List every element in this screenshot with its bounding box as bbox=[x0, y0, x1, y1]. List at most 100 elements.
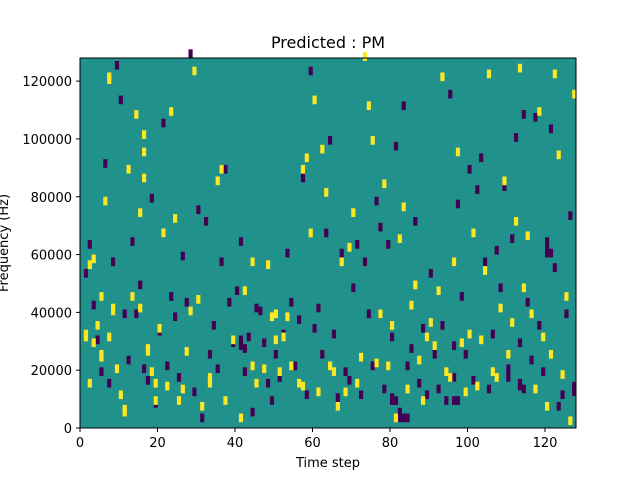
heatmap-cell-low bbox=[521, 384, 526, 394]
heatmap-cell-low bbox=[99, 367, 104, 376]
y-tick-label: 120000 bbox=[22, 75, 72, 90]
heatmap-cell-high bbox=[273, 335, 278, 345]
heatmap-cell-low bbox=[83, 269, 89, 278]
heatmap-cell-high bbox=[184, 347, 189, 356]
heatmap-cell-high bbox=[300, 381, 306, 391]
heatmap-cell-low bbox=[138, 280, 143, 290]
heatmap-cell-low bbox=[498, 283, 503, 293]
heatmap-cell-high bbox=[138, 303, 143, 313]
heatmap-cell-low bbox=[440, 321, 445, 330]
heatmap-cell-low bbox=[122, 309, 127, 319]
heatmap-cell-high bbox=[556, 150, 561, 160]
heatmap-cell-low bbox=[517, 338, 523, 348]
heatmap-cell-low bbox=[370, 361, 375, 371]
heatmap-cell-high bbox=[324, 188, 329, 197]
heatmap-cell-high bbox=[91, 254, 96, 264]
heatmap-cell-high bbox=[382, 179, 387, 189]
heatmap-cell-low bbox=[537, 321, 542, 330]
heatmap-cell-high bbox=[572, 89, 577, 99]
heatmap-cell-high bbox=[320, 144, 325, 154]
heatmap-cell-low bbox=[448, 89, 453, 99]
heatmap-cell-low bbox=[525, 297, 530, 307]
heatmap-cell-high bbox=[448, 373, 453, 382]
heatmap-cell-low bbox=[467, 164, 472, 174]
heatmap-cell-low bbox=[502, 182, 507, 191]
heatmap-cell-high bbox=[142, 173, 147, 183]
heatmap-cell-low bbox=[219, 257, 224, 267]
heatmap-cell-high bbox=[355, 378, 360, 388]
heatmap-cell-low bbox=[401, 101, 406, 111]
heatmap-cell-low bbox=[560, 390, 565, 400]
heatmap-cell-high bbox=[130, 292, 135, 301]
heatmap-cell-high bbox=[153, 378, 158, 388]
y-tick-label: 60000 bbox=[31, 249, 72, 264]
heatmap-cell-low bbox=[238, 335, 244, 345]
heatmap-cell-low bbox=[432, 349, 437, 359]
heatmap-cell-high bbox=[142, 147, 147, 157]
heatmap-cell-low bbox=[242, 367, 247, 376]
heatmap-cell-high bbox=[250, 257, 255, 267]
heatmap-cell-low bbox=[324, 228, 329, 238]
plot-area bbox=[79, 49, 577, 429]
heatmap-cell-high bbox=[444, 367, 449, 376]
heatmap-cell-high bbox=[521, 283, 526, 293]
heatmap-cell-high bbox=[502, 176, 507, 186]
heatmap-cell-high bbox=[374, 358, 379, 368]
heatmap-cell-high bbox=[242, 286, 247, 296]
heatmap-cell-low bbox=[452, 396, 457, 405]
heatmap-cell-low bbox=[227, 297, 232, 307]
heatmap-cell-high bbox=[494, 373, 499, 382]
heatmap-cell-low bbox=[393, 141, 399, 151]
heatmap-cell-high bbox=[537, 107, 542, 116]
y-tick-label: 40000 bbox=[31, 306, 72, 321]
heatmap-cell-low bbox=[564, 309, 569, 319]
heatmap-cell-low bbox=[413, 216, 418, 226]
heatmap-cell-high bbox=[114, 364, 120, 374]
y-tick-label: 80000 bbox=[31, 191, 72, 206]
heatmap-cell-low bbox=[545, 248, 550, 258]
heatmap-cell-high bbox=[223, 396, 228, 405]
heatmap-cell-low bbox=[514, 133, 519, 142]
heatmap-cell-low bbox=[215, 364, 220, 374]
x-tick-label: 20 bbox=[149, 436, 166, 451]
heatmap-cell-high bbox=[266, 260, 271, 270]
heatmap-cell-high bbox=[393, 413, 399, 423]
heatmap-cell-high bbox=[231, 335, 236, 345]
heatmap-cell-high bbox=[479, 335, 484, 345]
heatmap-cell-high bbox=[126, 164, 131, 174]
heatmap-cell-low bbox=[204, 216, 209, 226]
heatmap-cell-high bbox=[359, 352, 364, 362]
heatmap-cell-high bbox=[440, 72, 445, 82]
heatmap-cell-high bbox=[273, 309, 278, 319]
heatmap-cell-low bbox=[455, 199, 461, 209]
heatmap-cell-high bbox=[111, 303, 116, 313]
heatmap-cell-low bbox=[126, 355, 131, 365]
heatmap-cell-low bbox=[490, 329, 495, 339]
heatmap-cell-high bbox=[409, 300, 414, 310]
heatmap-cell-low bbox=[184, 297, 189, 307]
heatmap-cell-high bbox=[471, 228, 476, 238]
heatmap-cell-high bbox=[107, 332, 112, 342]
heatmap-cell-high bbox=[452, 257, 457, 267]
x-tick-label: 60 bbox=[304, 436, 321, 451]
heatmap-cell-low bbox=[293, 361, 298, 371]
heatmap-cell-high bbox=[176, 396, 182, 405]
heatmap-cell-high bbox=[417, 355, 422, 365]
heatmap-cell-low bbox=[568, 211, 573, 220]
heatmap-cell-low bbox=[405, 413, 410, 423]
heatmap-cell-low bbox=[269, 396, 275, 405]
heatmap-cell-low bbox=[95, 335, 100, 345]
heatmap-cell-high bbox=[207, 373, 213, 382]
heatmap-cell-low bbox=[266, 378, 271, 388]
heatmap-cell-low bbox=[312, 323, 317, 333]
heatmap-cell-high bbox=[91, 338, 96, 348]
heatmap-cell-low bbox=[258, 306, 263, 316]
heatmap-cell-low bbox=[351, 283, 356, 293]
heatmap-cell-high bbox=[250, 361, 255, 371]
heatmap-cell-low bbox=[455, 396, 461, 405]
heatmap-cell-high bbox=[331, 367, 337, 376]
heatmap-cell-low bbox=[452, 341, 457, 350]
heatmap-cell-low bbox=[134, 309, 139, 319]
heatmap-cell-low bbox=[417, 378, 422, 388]
